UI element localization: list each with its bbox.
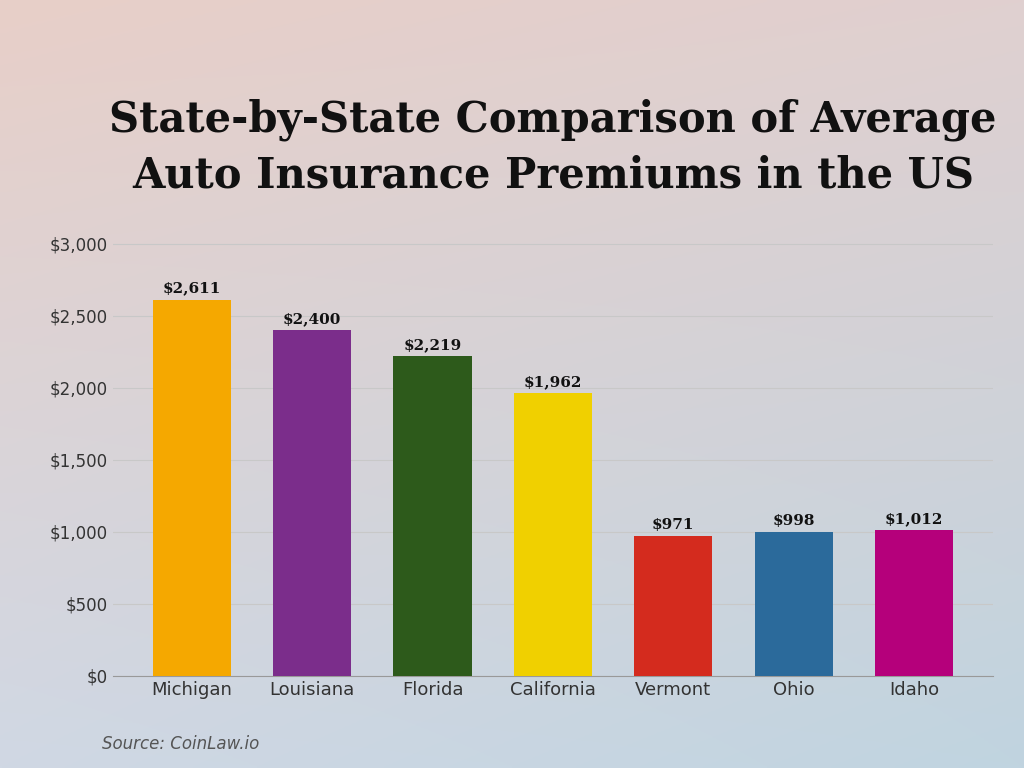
- Bar: [393, 356, 472, 676]
- Bar: [153, 300, 231, 676]
- Bar: [273, 330, 351, 676]
- Bar: [874, 530, 953, 676]
- Text: $2,219: $2,219: [403, 338, 462, 352]
- Title: State-by-State Comparison of Average
Auto Insurance Premiums in the US: State-by-State Comparison of Average Aut…: [110, 98, 996, 197]
- Bar: [514, 393, 592, 676]
- Text: Source: CoinLaw.io: Source: CoinLaw.io: [102, 735, 260, 753]
- Text: $1,962: $1,962: [523, 375, 583, 389]
- Text: $998: $998: [772, 514, 815, 528]
- Text: $2,400: $2,400: [283, 312, 341, 326]
- Text: $2,611: $2,611: [163, 282, 221, 296]
- Text: $971: $971: [652, 518, 694, 531]
- Text: $1,012: $1,012: [885, 511, 943, 526]
- Bar: [634, 536, 713, 676]
- Bar: [755, 532, 833, 676]
